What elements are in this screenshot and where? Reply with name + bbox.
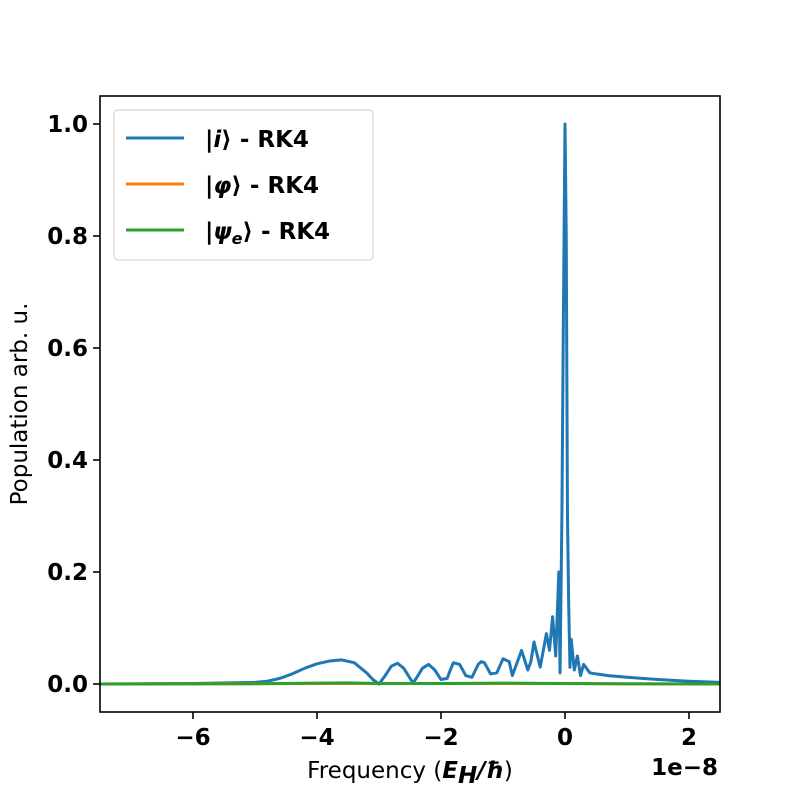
legend-label-0: |i⟩ - RK4 [205,127,309,153]
x-offset-label: 1e−8 [651,755,718,781]
x-axis: −6 −4 −2 0 2 [175,712,697,751]
x-axis-label-math: E [442,758,458,784]
y-tick-label: 1.0 [47,112,88,138]
y-tick-label: 0.2 [47,560,88,586]
x-tick-label: −2 [423,725,458,751]
x-tick-label: −4 [299,725,334,751]
y-axis: 0.0 0.2 0.4 0.6 0.8 1.0 [47,112,100,698]
x-axis-label-suffix: ) [504,758,513,784]
x-tick-label: 2 [681,725,697,751]
x-axis-label-sub: H [458,763,477,789]
y-tick-label: 0.8 [47,224,88,250]
legend-label-1: |φ⟩ - RK4 [205,173,319,199]
series-line-2 [100,681,720,686]
y-tick-label: 0.0 [47,672,88,698]
legend-label-suffix: ⟩ - RK4 [221,127,309,153]
legend-label-2: |ψe⟩ - RK4 [205,219,330,248]
legend-label-math: φ [213,173,231,199]
x-axis-label-rest: /ħ [474,758,504,784]
series-layer [100,122,720,686]
plot-area [99,95,721,713]
legend-label-bar: | [205,173,213,199]
legend: |i⟩ - RK4|φ⟩ - RK4|ψe⟩ - RK4 [113,109,374,261]
legend-entries: |i⟩ - RK4|φ⟩ - RK4|ψe⟩ - RK4 [126,127,330,248]
x-tick-label: 0 [557,725,573,751]
y-tick-label: 0.4 [47,448,88,474]
x-axis-label: Frequency (EH/ħ) [307,758,513,789]
x-tick-label: −6 [175,725,210,751]
y-tick-label: 0.6 [47,336,88,362]
legend-label-sub: e [232,229,243,248]
legend-label-bar: | [205,219,213,245]
series-line-0 [100,122,720,686]
x-axis-label-prefix: Frequency ( [307,758,442,784]
legend-frame [113,109,374,261]
plot-frame [99,95,721,713]
legend-label-suffix: ⟩ - RK4 [231,173,319,199]
y-axis-label: Population arb. u. [7,303,33,506]
legend-label-bar: | [205,127,213,153]
legend-label-math: ψ [213,219,232,245]
legend-label-math: i [213,127,222,153]
legend-label-suffix: ⟩ - RK4 [243,219,331,245]
